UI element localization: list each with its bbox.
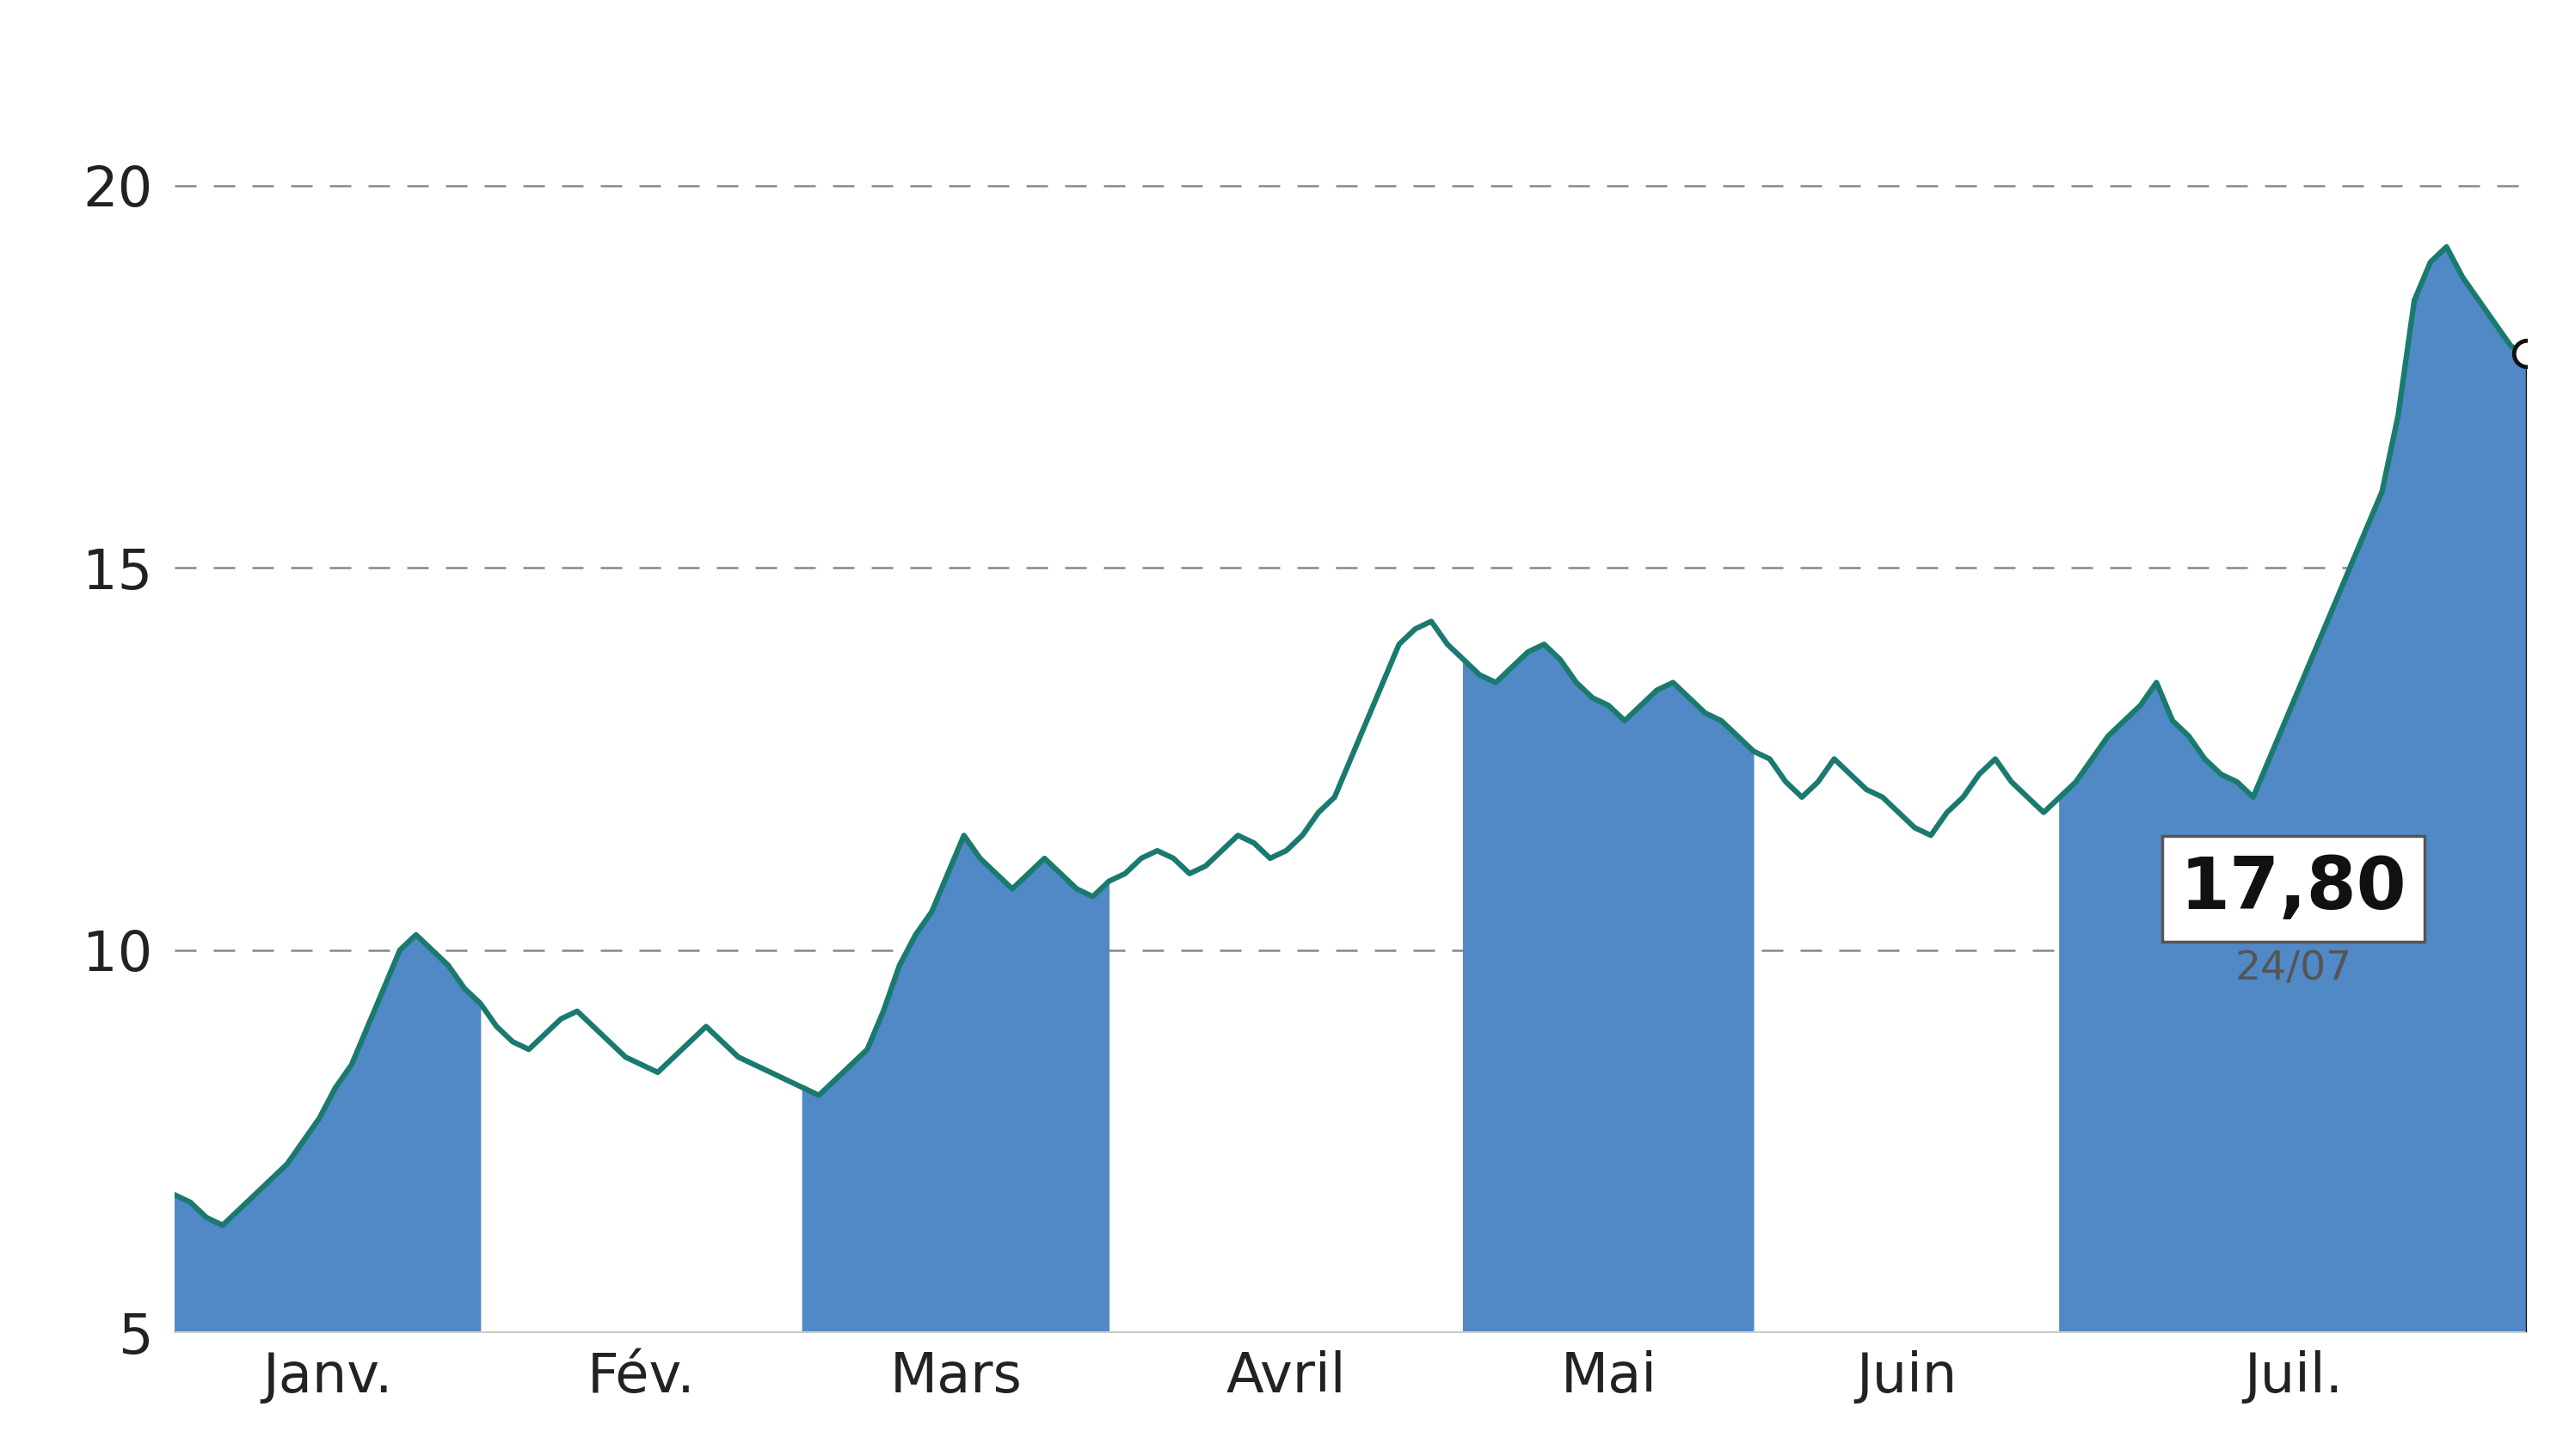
Text: 17,80: 17,80 bbox=[2181, 855, 2407, 923]
Polygon shape bbox=[1463, 644, 1753, 1332]
Text: 24/07: 24/07 bbox=[2235, 949, 2353, 989]
Polygon shape bbox=[802, 836, 1110, 1332]
Polygon shape bbox=[2061, 248, 2527, 1332]
Text: STIF: STIF bbox=[1176, 10, 1387, 95]
Polygon shape bbox=[174, 935, 479, 1332]
